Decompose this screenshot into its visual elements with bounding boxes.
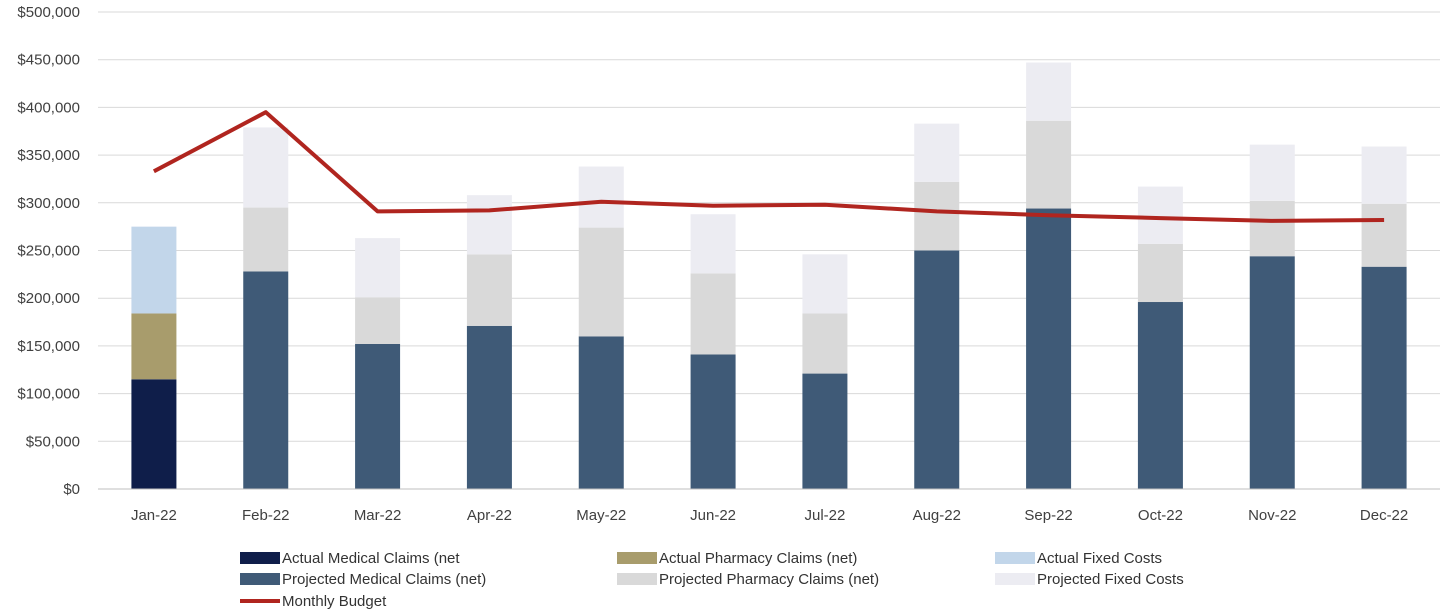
x-tick-label: May-22 [576,507,626,524]
bar-projected-pharmacy-claims-net [690,273,736,355]
bar-projected-fixed-costs [243,127,289,208]
bar-projected-pharmacy-claims-net [1137,243,1183,303]
bars [131,62,1407,490]
bar-projected-fixed-costs [355,238,401,298]
legend-entry-label: Actual Medical Claims (net [282,550,460,567]
y-tick-label: $200,000 [17,290,80,307]
bar-projected-pharmacy-claims-net [355,297,401,344]
bar-projected-medical-claims-net [1361,266,1407,489]
bar-projected-pharmacy-claims-net [578,227,624,337]
gridlines [98,11,1440,442]
x-tick-label: Jan-22 [131,507,177,524]
bar-projected-fixed-costs [1137,186,1183,244]
bar-projected-pharmacy-claims-net [802,313,848,374]
bar-projected-medical-claims-net [1249,256,1295,489]
y-tick-label: $400,000 [17,99,80,116]
legend-swatch [995,552,1035,564]
y-tick-label: $350,000 [17,147,80,164]
bar-projected-fixed-costs [466,195,512,255]
legend-entry-label: Projected Medical Claims (net) [282,571,486,588]
x-tick-label: Jun-22 [690,507,736,524]
bar-projected-pharmacy-claims-net [243,207,289,272]
x-tick-label: Mar-22 [354,507,402,524]
y-tick-label: $300,000 [17,195,80,212]
bar-projected-fixed-costs [1249,144,1295,201]
bar-projected-pharmacy-claims-net [1361,203,1407,267]
legend-entry-label: Projected Pharmacy Claims (net) [659,571,879,588]
bar-projected-medical-claims-net [914,250,960,489]
bar-projected-pharmacy-claims-net [466,254,512,326]
x-tick-label: Aug-22 [913,507,961,524]
x-axis-ticks: Jan-22 Feb-22 Mar-22 Apr-22 May-22 Jun-22 Jul-… [131,507,1408,524]
bar-projected-medical-claims-net [466,325,512,489]
legend-swatch [617,573,657,585]
bar-projected-medical-claims-net [1137,302,1183,489]
bar-actual-pharmacy-claims-net [131,313,177,380]
x-tick-label: Nov-22 [1248,507,1296,524]
y-tick-label: $250,000 [17,243,80,260]
bar-projected-fixed-costs [578,166,624,228]
budget-line-layer [152,110,1385,223]
bar-projected-fixed-costs [1361,146,1407,204]
bar-projected-fixed-costs [1026,62,1072,121]
legend-swatch [617,552,657,564]
bar-projected-fixed-costs [914,123,960,182]
bar-projected-fixed-costs [802,254,848,314]
bar-projected-medical-claims-net [243,271,289,489]
bar-projected-fixed-costs [690,214,736,274]
y-tick-label: $100,000 [17,386,80,403]
bar-projected-medical-claims-net [690,354,736,489]
legend-swatch [240,552,280,564]
legend-swatch [240,573,280,585]
x-tick-label: Feb-22 [242,507,290,524]
x-tick-label: Dec-22 [1360,507,1408,524]
bar-projected-medical-claims-net [578,336,624,489]
bar-projected-medical-claims-net [1026,208,1072,490]
legend: Actual Medical Claims (net Actual Pharmac… [240,550,1184,610]
legend-swatch [995,573,1035,585]
x-tick-label: Jul-22 [804,507,845,524]
bar-actual-medical-claims-net [131,379,177,489]
y-tick-label: $500,000 [17,4,80,21]
bar-projected-pharmacy-claims-net [914,181,960,251]
bar-projected-medical-claims-net [355,343,401,489]
bar-projected-pharmacy-claims-net [1026,120,1072,209]
y-tick-label: $0 [63,481,80,498]
monthly-budget-line [152,110,1385,223]
legend-entry-label: Actual Fixed Costs [1037,550,1162,567]
legend-entry-label: Monthly Budget [282,593,387,610]
x-tick-label: Oct-22 [1138,507,1183,524]
legend-entry-label: Projected Fixed Costs [1037,571,1184,588]
bar-actual-fixed-costs [131,226,177,314]
bar-projected-medical-claims-net [802,373,848,489]
bar-projected-pharmacy-claims-net [1249,200,1295,257]
x-tick-label: Apr-22 [467,507,512,524]
y-tick-label: $50,000 [26,433,80,450]
x-tick-label: Sep-22 [1024,507,1072,524]
legend-entry-label: Actual Pharmacy Claims (net) [659,550,857,567]
y-tick-label: $150,000 [17,338,80,355]
y-tick-label: $450,000 [17,52,80,69]
y-axis-ticks: $0 $50,000 $100,000 $150,000 $200,000 $250,00… [17,4,80,498]
